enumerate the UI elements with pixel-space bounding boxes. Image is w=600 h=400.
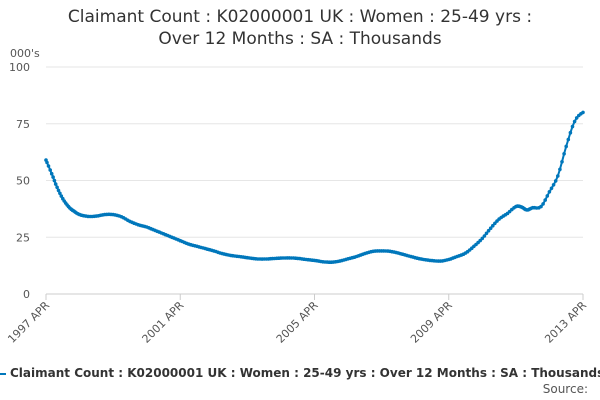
data-point	[45, 160, 49, 165]
data-point	[539, 204, 543, 209]
data-point	[572, 119, 577, 124]
data-point	[558, 167, 562, 172]
series-line	[45, 111, 584, 264]
data-point	[56, 188, 61, 193]
data-point	[58, 191, 62, 196]
x-tick-label: 2005 APR	[274, 299, 321, 346]
data-point	[482, 234, 487, 238]
data-point	[545, 194, 550, 198]
data-point	[46, 164, 51, 168]
data-point	[53, 182, 58, 186]
data-point	[59, 194, 64, 198]
data-point	[49, 171, 54, 176]
data-point	[551, 183, 556, 187]
data-point	[486, 228, 491, 233]
data-point	[560, 160, 564, 164]
source-label: Source:	[542, 382, 588, 396]
legend-swatch	[0, 373, 6, 375]
data-point	[553, 179, 558, 183]
y-axis-label: 000's	[10, 47, 40, 60]
data-point	[564, 144, 568, 149]
x-tick-label: 1997 APR	[5, 299, 52, 346]
data-point	[52, 178, 57, 183]
chart-title: Claimant Count : K02000001 UK : Women : …	[0, 6, 600, 50]
legend-label: Claimant Count : K02000001 UK : Women : …	[10, 366, 600, 380]
data-point	[549, 186, 554, 191]
data-point	[568, 130, 573, 135]
data-point	[543, 198, 547, 202]
y-tick-label: 75	[16, 118, 30, 131]
data-point	[566, 137, 571, 142]
data-point	[484, 231, 489, 236]
chart-title-line-2: Over 12 Months : SA : Thousands	[158, 29, 442, 49]
data-point	[541, 202, 545, 206]
data-point	[570, 124, 575, 129]
y-tick-label: 0	[23, 288, 30, 301]
x-tick-label: 2001 APR	[139, 299, 186, 346]
y-tick-label: 50	[16, 175, 30, 188]
data-point	[48, 168, 52, 172]
y-tick-label: 25	[16, 231, 30, 244]
data-point	[562, 152, 566, 156]
data-point	[491, 223, 495, 228]
data-point	[488, 226, 493, 230]
data-point	[574, 116, 579, 120]
data-point	[55, 185, 59, 190]
x-tick-label: 2009 APR	[408, 299, 455, 346]
data-point	[556, 174, 560, 178]
data-point	[581, 110, 585, 115]
legend[interactable]: Claimant Count : K02000001 UK : Women : …	[0, 366, 600, 382]
data-point	[480, 236, 485, 241]
x-tick-label: 2013 APR	[542, 299, 589, 346]
data-point	[51, 175, 55, 179]
data-point	[547, 190, 552, 194]
y-tick-label: 100	[9, 61, 30, 74]
chart-title-line-1: Claimant Count : K02000001 UK : Women : …	[67, 7, 533, 27]
